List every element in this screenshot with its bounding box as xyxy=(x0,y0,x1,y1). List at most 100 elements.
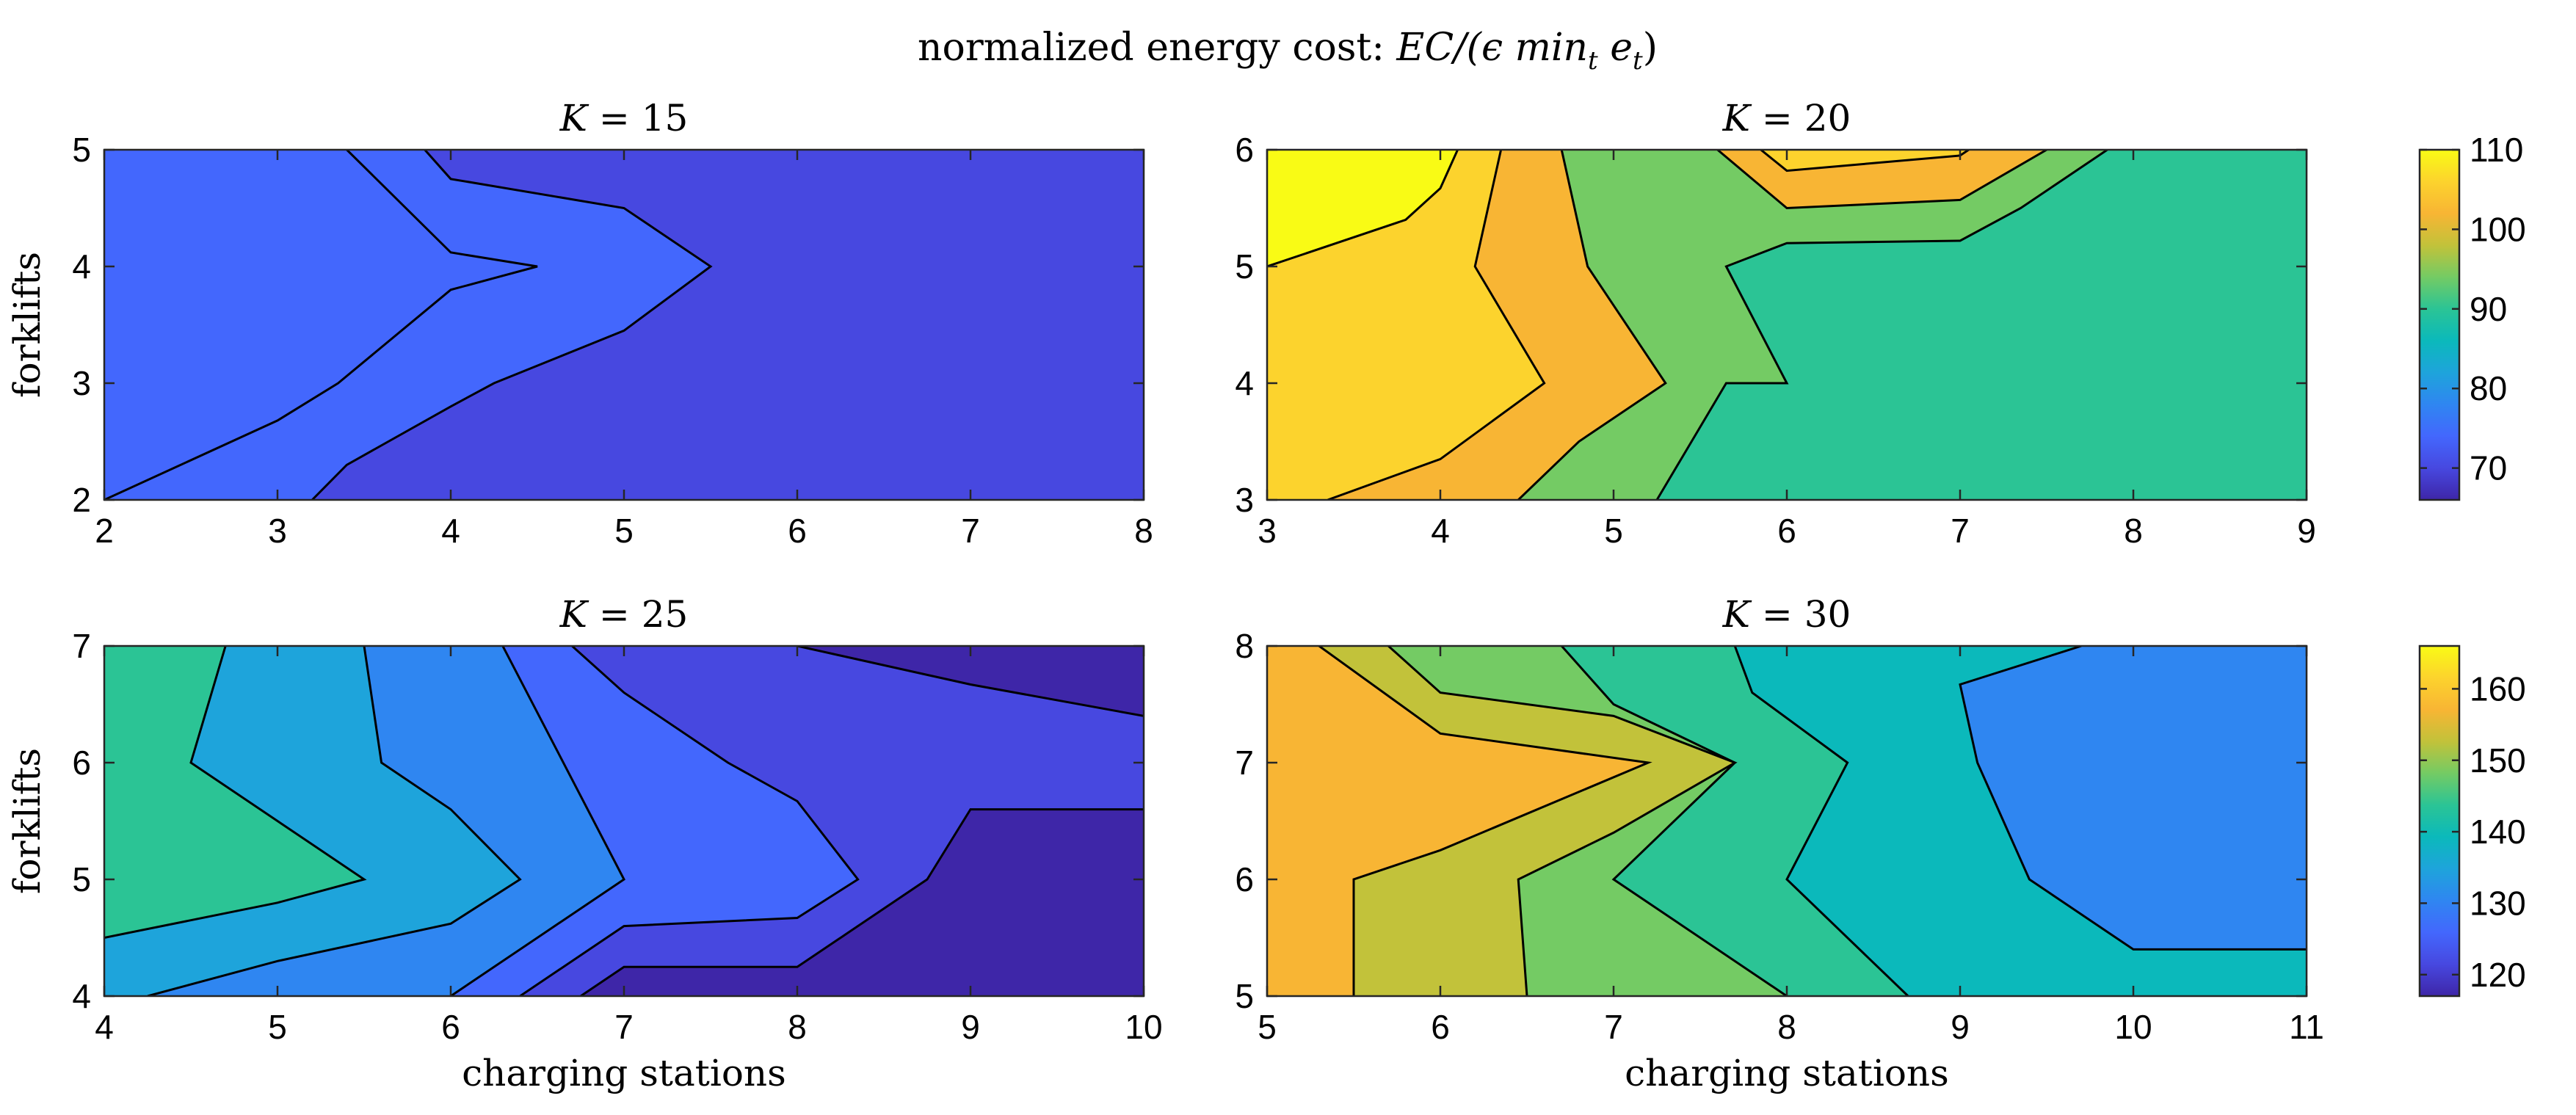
y-tick-label: 2 xyxy=(72,481,91,519)
contour-line-1 xyxy=(1517,150,1667,500)
contour-lines xyxy=(104,646,1144,996)
colorbar-tick-label: 80 xyxy=(2470,369,2507,407)
contour-line-0 xyxy=(1655,150,2108,500)
y-tick-label: 3 xyxy=(1235,481,1254,519)
contour-region-2 xyxy=(104,150,537,500)
colorbar-tick-label: 70 xyxy=(2470,449,2507,487)
colorbar-k25: 120 130 140 150 160 xyxy=(2418,644,2526,998)
x-tick-label: 3 xyxy=(268,512,287,550)
y-tick-label: 3 xyxy=(72,364,91,402)
x-tick-label: 5 xyxy=(614,512,634,550)
y-tick-label: 7 xyxy=(1235,744,1254,782)
colorbar-k15: 70 80 90 100 110 xyxy=(2418,131,2526,501)
colorbar-tick-label: 100 xyxy=(2470,210,2526,248)
contour-fills xyxy=(1267,646,2307,996)
x-tick-label: 3 xyxy=(1258,512,1277,550)
contour-line-3 xyxy=(1318,646,1652,996)
y-axis-label: forklifts xyxy=(6,748,48,894)
y-tick-label: 5 xyxy=(72,860,91,898)
panel-k15: 2 3 4 5 6 7 8 2 3 4 5 K = 15 forklifts xyxy=(6,97,1153,550)
panel-k30: 5 6 7 8 9 10 11 5 6 7 8 K = 30 charging stations xyxy=(1235,593,2323,1094)
x-tick-label: 5 xyxy=(268,1008,287,1046)
panel-k25: 4 5 6 7 8 9 10 4 5 6 7 K = 25 charging stations forkl… xyxy=(6,593,1163,1094)
contour-line-2 xyxy=(1327,150,1546,500)
colorbar-tick-label: 120 xyxy=(2470,956,2526,994)
contour-region-5 xyxy=(1760,150,1969,171)
x-tick-label: 4 xyxy=(1431,512,1450,550)
y-tick-label: 6 xyxy=(1235,131,1254,169)
contour-line-3 xyxy=(450,646,625,996)
x-tick-label: 7 xyxy=(1604,1008,1623,1046)
contour-line-4 xyxy=(147,646,522,996)
contour-line-4 xyxy=(1959,646,2307,951)
contour-line-2 xyxy=(519,646,860,996)
x-tick-label: 7 xyxy=(961,512,980,550)
colorbar-box xyxy=(2418,644,2461,998)
x-axis-label: charging stations xyxy=(462,1052,786,1094)
x-tick-label: 6 xyxy=(788,512,807,550)
contour-line-1 xyxy=(104,150,538,500)
contour-line-0 xyxy=(311,150,713,500)
colorbar-tick-label: 130 xyxy=(2470,884,2526,922)
y-axis-label: forklifts xyxy=(6,252,48,398)
x-tick-label: 6 xyxy=(1431,1008,1450,1046)
contour-line-4 xyxy=(1760,150,1970,172)
colorbar-tick-label: 160 xyxy=(2470,669,2526,708)
x-tick-label: 5 xyxy=(1258,1008,1277,1046)
panel-title: K = 25 xyxy=(559,593,689,636)
y-tick-label: 8 xyxy=(1235,627,1254,665)
contour-lines xyxy=(1267,150,2108,500)
colorbar-tick-label: 90 xyxy=(2470,290,2507,328)
y-tick-label: 6 xyxy=(1235,860,1254,898)
x-tick-label: 5 xyxy=(1604,512,1623,550)
contour-region-6 xyxy=(1267,150,1458,266)
x-tick-label: 10 xyxy=(2114,1008,2152,1046)
x-tick-label: 4 xyxy=(95,1008,114,1046)
contour-line-2 xyxy=(1387,646,1738,996)
x-axis-label: charging stations xyxy=(1625,1052,1949,1094)
x-tick-label: 6 xyxy=(441,1008,460,1046)
colorbar-tick-label: 110 xyxy=(2470,131,2523,169)
colorbar-tick-label: 150 xyxy=(2470,741,2526,780)
colorbar-tick-label: 140 xyxy=(2470,813,2526,851)
x-tick-label: 6 xyxy=(1777,512,1796,550)
x-tick-label: 4 xyxy=(441,512,460,550)
x-tick-label: 9 xyxy=(961,1008,980,1046)
contour-region-1 xyxy=(1960,646,2307,950)
contour-line-1 xyxy=(797,646,1144,717)
figure-title: normalized energy cost: EC/(ϵ mint et) xyxy=(918,26,1658,76)
contour-fills xyxy=(1267,150,2307,500)
colorbar-gradient xyxy=(2420,150,2459,500)
x-tick-label: 7 xyxy=(614,1008,634,1046)
y-tick-label: 4 xyxy=(1235,364,1254,402)
x-tick-label: 8 xyxy=(788,1008,807,1046)
panel-title: K = 20 xyxy=(1722,97,1851,139)
contour-lines xyxy=(104,150,713,500)
x-tick-label: 7 xyxy=(1951,512,1970,550)
contour-line-5 xyxy=(1267,150,1459,268)
contour-lines xyxy=(1318,646,2307,996)
y-tick-label: 5 xyxy=(1235,247,1254,286)
contour-fills xyxy=(104,646,1144,996)
x-tick-label: 2 xyxy=(95,512,114,550)
panel-title: K = 30 xyxy=(1722,593,1851,636)
y-tick-label: 6 xyxy=(72,744,91,782)
x-tick-label: 10 xyxy=(1125,1008,1162,1046)
x-tick-label: 11 xyxy=(2289,1008,2324,1046)
contour-line-0 xyxy=(1733,646,1909,996)
y-tick-label: 7 xyxy=(72,627,91,665)
contour-line-0 xyxy=(580,808,1144,996)
x-tick-label: 9 xyxy=(1951,1008,1970,1046)
x-tick-label: 8 xyxy=(1777,1008,1796,1046)
y-tick-label: 5 xyxy=(72,131,91,169)
contour-fills xyxy=(104,150,1144,500)
x-tick-label: 8 xyxy=(2124,512,2143,550)
y-tick-label: 5 xyxy=(1235,977,1254,1015)
colorbar-box xyxy=(2418,148,2461,501)
contour-region-5 xyxy=(1267,646,1649,996)
y-tick-label: 4 xyxy=(72,977,91,1015)
contour-line-3 xyxy=(1716,150,2047,210)
colorbar-gradient xyxy=(2420,646,2459,996)
x-tick-label: 9 xyxy=(2297,512,2316,550)
